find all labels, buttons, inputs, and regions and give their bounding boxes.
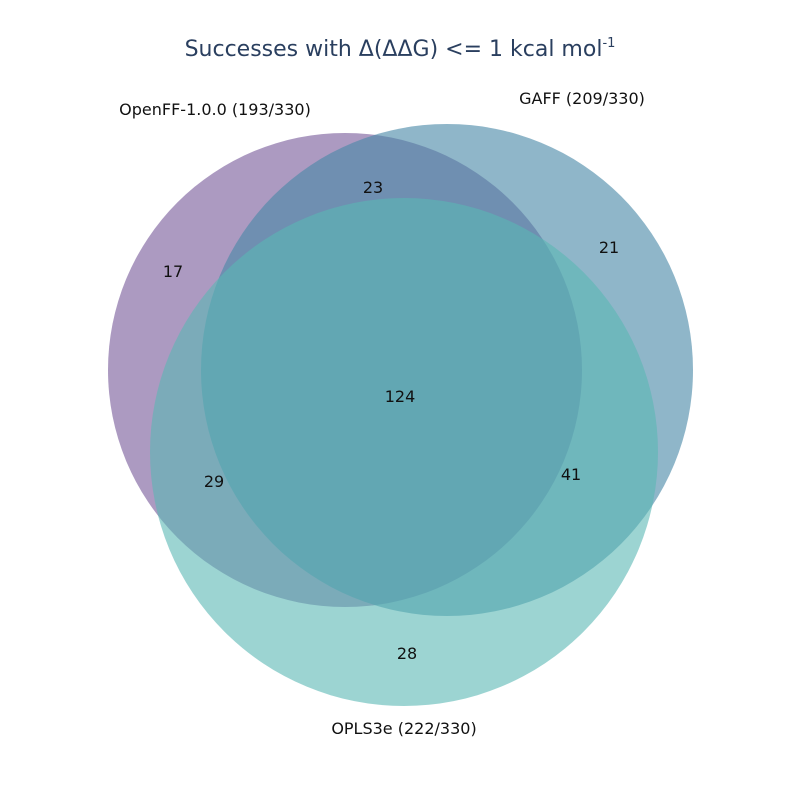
region-all-three: 124 <box>385 387 416 406</box>
opls-circle <box>150 198 658 706</box>
title-superscript: -1 <box>602 36 615 51</box>
region-opls-only: 28 <box>397 644 417 663</box>
region-openff-only: 17 <box>163 262 183 281</box>
openff-set-label: OpenFF-1.0.0 (193/330) <box>119 100 311 119</box>
region-gaff-only: 21 <box>599 238 619 257</box>
opls-set-label: OPLS3e (222/330) <box>331 719 476 738</box>
gaff-set-label: GAFF (209/330) <box>519 89 645 108</box>
chart-title: Successes with Δ(ΔΔG) <= 1 kcal mol-1 <box>185 36 616 62</box>
region-gaff-opls: 41 <box>561 465 581 484</box>
region-openff-gaff: 23 <box>363 178 383 197</box>
title-main: Successes with Δ(ΔΔG) <= 1 kcal mol <box>185 37 603 62</box>
region-openff-opls: 29 <box>204 472 224 491</box>
